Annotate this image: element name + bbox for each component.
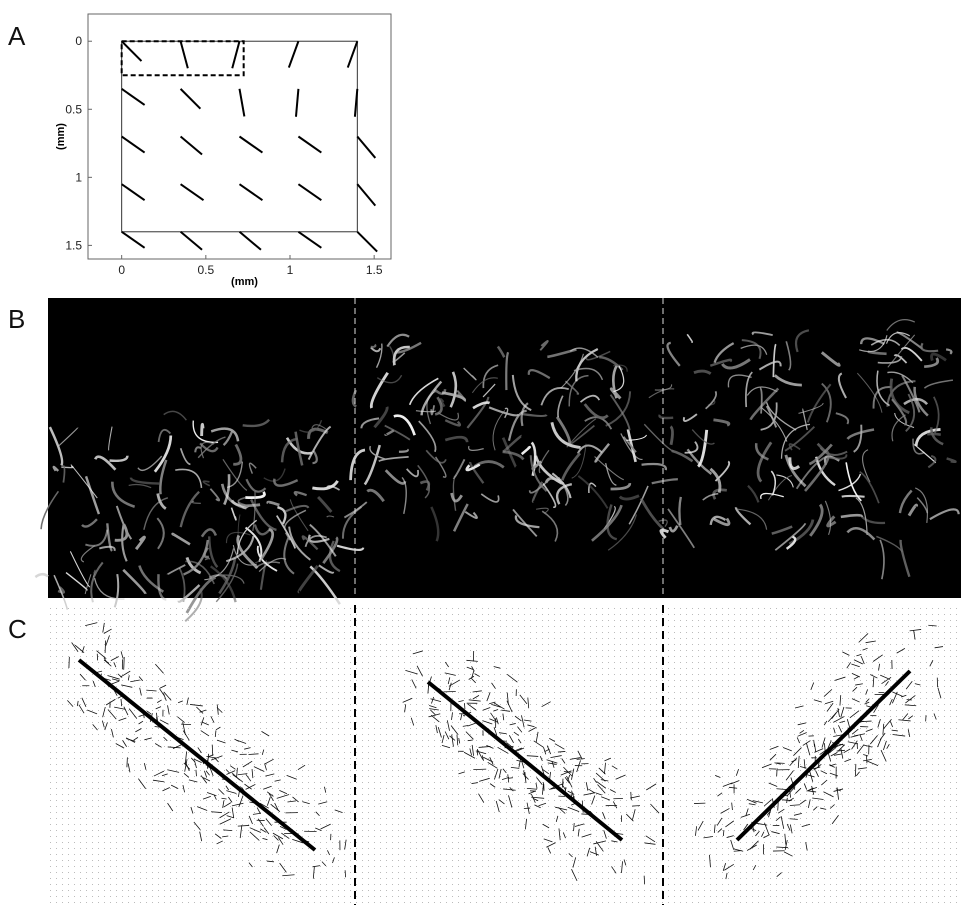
panel-a: 0 0.5 1 1.5 0 0.5 1 1.5 (mm) (mm) [55,14,391,288]
vector [105,641,106,654]
x-tick-label: 1.5 [366,263,383,277]
orientation-line [298,137,321,153]
orientation-line [240,137,263,153]
figure: A B C 0 0.5 1 1.5 0 0.5 1 1.5 (mm) (mm) [0,0,961,907]
vector [127,757,128,767]
orientation-line [122,137,145,153]
y-axis-label: (mm) [55,123,67,150]
panel-label: B [8,304,25,334]
orientation-line [122,232,145,248]
orientation-line [298,184,321,200]
vector [124,657,125,670]
orientation-line [298,232,321,248]
x-tick-label: 0 [118,263,125,277]
panel-b [35,298,961,621]
orientation-line [289,41,299,67]
vector [196,770,197,776]
x-tick-label: 0.5 [197,263,214,277]
x-tick-label: 1 [287,263,294,277]
orientation-line [232,41,239,68]
fibre [927,434,941,435]
orientation-line [357,232,377,252]
orientation-line [181,41,188,68]
orientation-line [240,184,263,200]
orientation-line [181,232,202,250]
vector [473,769,486,770]
panel-label: C [8,614,27,644]
fibre [842,496,865,497]
orientation-line [240,89,245,117]
orientation-line [357,137,375,158]
orientation-line [240,232,261,250]
fibre [35,574,48,577]
orientation-line [181,184,204,200]
panel-c [48,605,961,905]
y-tick-label: 1 [75,170,82,184]
y-tick-label: 0 [75,34,82,48]
orientation-line [181,137,202,155]
orientation-line [122,184,145,200]
y-tick-label: 1.5 [65,238,82,252]
orientation-line [348,41,358,67]
orientation-line [357,184,375,205]
y-tick-label: 0.5 [65,102,82,116]
orientation-line [122,41,142,61]
orientation-line [181,89,201,109]
orientation-line [122,89,145,105]
image-background [48,298,961,598]
orientation-line [296,89,298,117]
fibre [202,424,203,436]
x-axis-label: (mm) [231,276,258,288]
panel-label: A [8,21,26,51]
